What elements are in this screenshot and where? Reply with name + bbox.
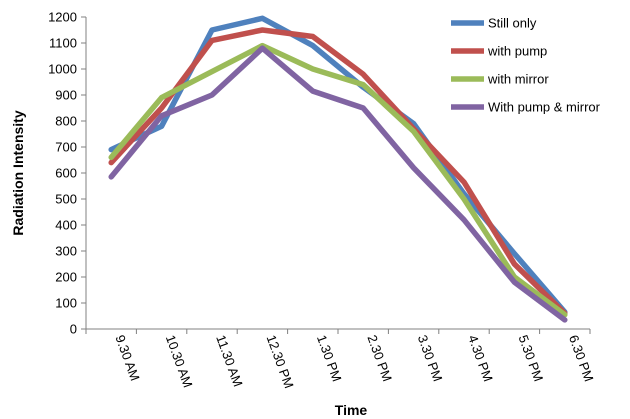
legend-label: with pump bbox=[487, 44, 547, 59]
y-axis-ticks: 0 100 200 300 400 500 600 700 800 900 1000 1100 1200 bbox=[48, 10, 86, 337]
y-tick-label: 800 bbox=[55, 114, 77, 129]
y-tick-label: 900 bbox=[55, 88, 77, 103]
x-tick-label: 5.30 PM bbox=[516, 333, 547, 384]
x-tick-label: 6.30 PM bbox=[566, 333, 597, 384]
series-line-2 bbox=[108, 27, 568, 317]
y-tick-label: 1200 bbox=[48, 10, 77, 25]
series-layer bbox=[108, 15, 568, 323]
x-tick-label: 2.30 PM bbox=[364, 333, 395, 384]
legend-label: with mirror bbox=[487, 72, 549, 87]
x-axis-title: Time bbox=[335, 402, 368, 418]
x-tick-label: 1.30 PM bbox=[314, 333, 345, 384]
legend: Still only with pump with mirror With pump … bbox=[451, 16, 601, 115]
y-tick-label: 1100 bbox=[49, 36, 77, 51]
y-tick-label: 100 bbox=[55, 296, 77, 311]
series-line-1 bbox=[108, 15, 568, 315]
series-line-3 bbox=[108, 42, 568, 318]
x-tick-label: 10.30 AM bbox=[163, 333, 196, 390]
legend-label: Still only bbox=[488, 16, 537, 31]
legend-label: With pump & mirror bbox=[488, 100, 601, 115]
y-tick-label: 400 bbox=[55, 218, 77, 233]
y-tick-label: 0 bbox=[70, 322, 77, 337]
y-tick-label: 200 bbox=[55, 270, 77, 285]
y-tick-label: 500 bbox=[55, 192, 77, 207]
y-tick-label: 300 bbox=[55, 244, 77, 259]
y-axis-title: Radiation Intensity bbox=[10, 110, 26, 235]
x-tick-label: 12.30 PM bbox=[264, 333, 297, 390]
series-line-4 bbox=[108, 45, 568, 323]
x-axis-ticks: 9.30 AM 10.30 AM 11.30 AM 12.30 PM 1.30 PM 2.… bbox=[85, 329, 597, 390]
y-tick-label: 600 bbox=[55, 166, 77, 181]
x-tick-label: 11.30 AM bbox=[213, 333, 246, 389]
axes bbox=[85, 17, 590, 330]
x-tick-label: 9.30 AM bbox=[112, 333, 142, 383]
x-tick-label: 3.30 PM bbox=[415, 333, 446, 384]
y-tick-label: 700 bbox=[55, 140, 77, 155]
y-tick-label: 1000 bbox=[48, 62, 77, 77]
x-tick-label: 4.30 PM bbox=[465, 333, 496, 384]
